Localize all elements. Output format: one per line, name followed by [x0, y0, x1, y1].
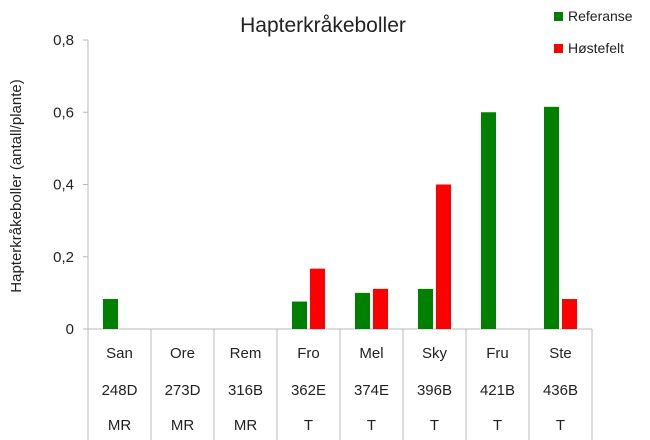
chart-title: Hapterkråkeboller	[240, 14, 406, 37]
y-tick-label: 0,4	[53, 177, 74, 194]
x-tick-label: Sky	[422, 345, 448, 362]
bar-referanse	[481, 112, 496, 329]
y-tick-label: 0,6	[53, 104, 74, 121]
x-tick-label: 316B	[228, 382, 263, 399]
bar-referanse	[418, 288, 433, 329]
x-tick-label: 374E	[354, 382, 389, 399]
x-tick-label: MR	[171, 417, 194, 434]
x-tick-label: Fro	[297, 345, 320, 362]
x-axis: San 248D MR Ore 273D MR Rem 316B MR Fro 362E T Mel 37…	[87, 328, 593, 440]
y-tick-label: 0,8	[53, 32, 74, 49]
x-tick-label: T	[556, 417, 565, 434]
x-tick-label: T	[493, 417, 502, 434]
x-tick-label: 362E	[291, 382, 326, 399]
bar-referanse	[103, 299, 118, 329]
bars	[103, 106, 577, 329]
legend-swatch	[554, 12, 563, 21]
bar-hostefelt	[373, 288, 388, 329]
bar-hostefelt	[310, 268, 325, 329]
y-tick-label: 0,2	[53, 249, 74, 266]
y-axis: 0 0,2 0,4 0,6 0,8	[53, 32, 89, 338]
y-tick-label: 0	[66, 321, 74, 338]
x-tick-label: Fru	[486, 345, 509, 362]
x-tick-label: 436B	[543, 382, 578, 399]
x-tick-label: Ste	[549, 345, 572, 362]
x-tick-label: MR	[234, 417, 257, 434]
legend: Referanse Høstefelt	[554, 8, 633, 56]
bar-referanse	[544, 106, 559, 329]
x-tick-label: 421B	[480, 382, 515, 399]
legend-label: Høstefelt	[568, 40, 624, 56]
x-tick-label: Ore	[170, 345, 195, 362]
bar-hostefelt	[562, 299, 577, 329]
x-tick-label: MR	[108, 417, 131, 434]
legend-label: Referanse	[568, 8, 633, 24]
bar-referanse	[292, 301, 307, 329]
x-tick-label: Mel	[359, 345, 383, 362]
x-tick-label: T	[367, 417, 376, 434]
bar-hostefelt	[436, 184, 451, 329]
x-tick-label: T	[430, 417, 439, 434]
x-tick-label: Rem	[230, 345, 262, 362]
x-tick-label: San	[106, 345, 133, 362]
x-tick-label: 273D	[165, 382, 201, 399]
legend-swatch	[554, 44, 563, 53]
x-tick-label: T	[304, 417, 313, 434]
bar-referanse	[355, 292, 370, 329]
x-tick-label: 248D	[102, 382, 138, 399]
y-axis-label: Hapterkråkeboller (antall/plante)	[8, 79, 25, 292]
x-tick-label: 396B	[417, 382, 452, 399]
